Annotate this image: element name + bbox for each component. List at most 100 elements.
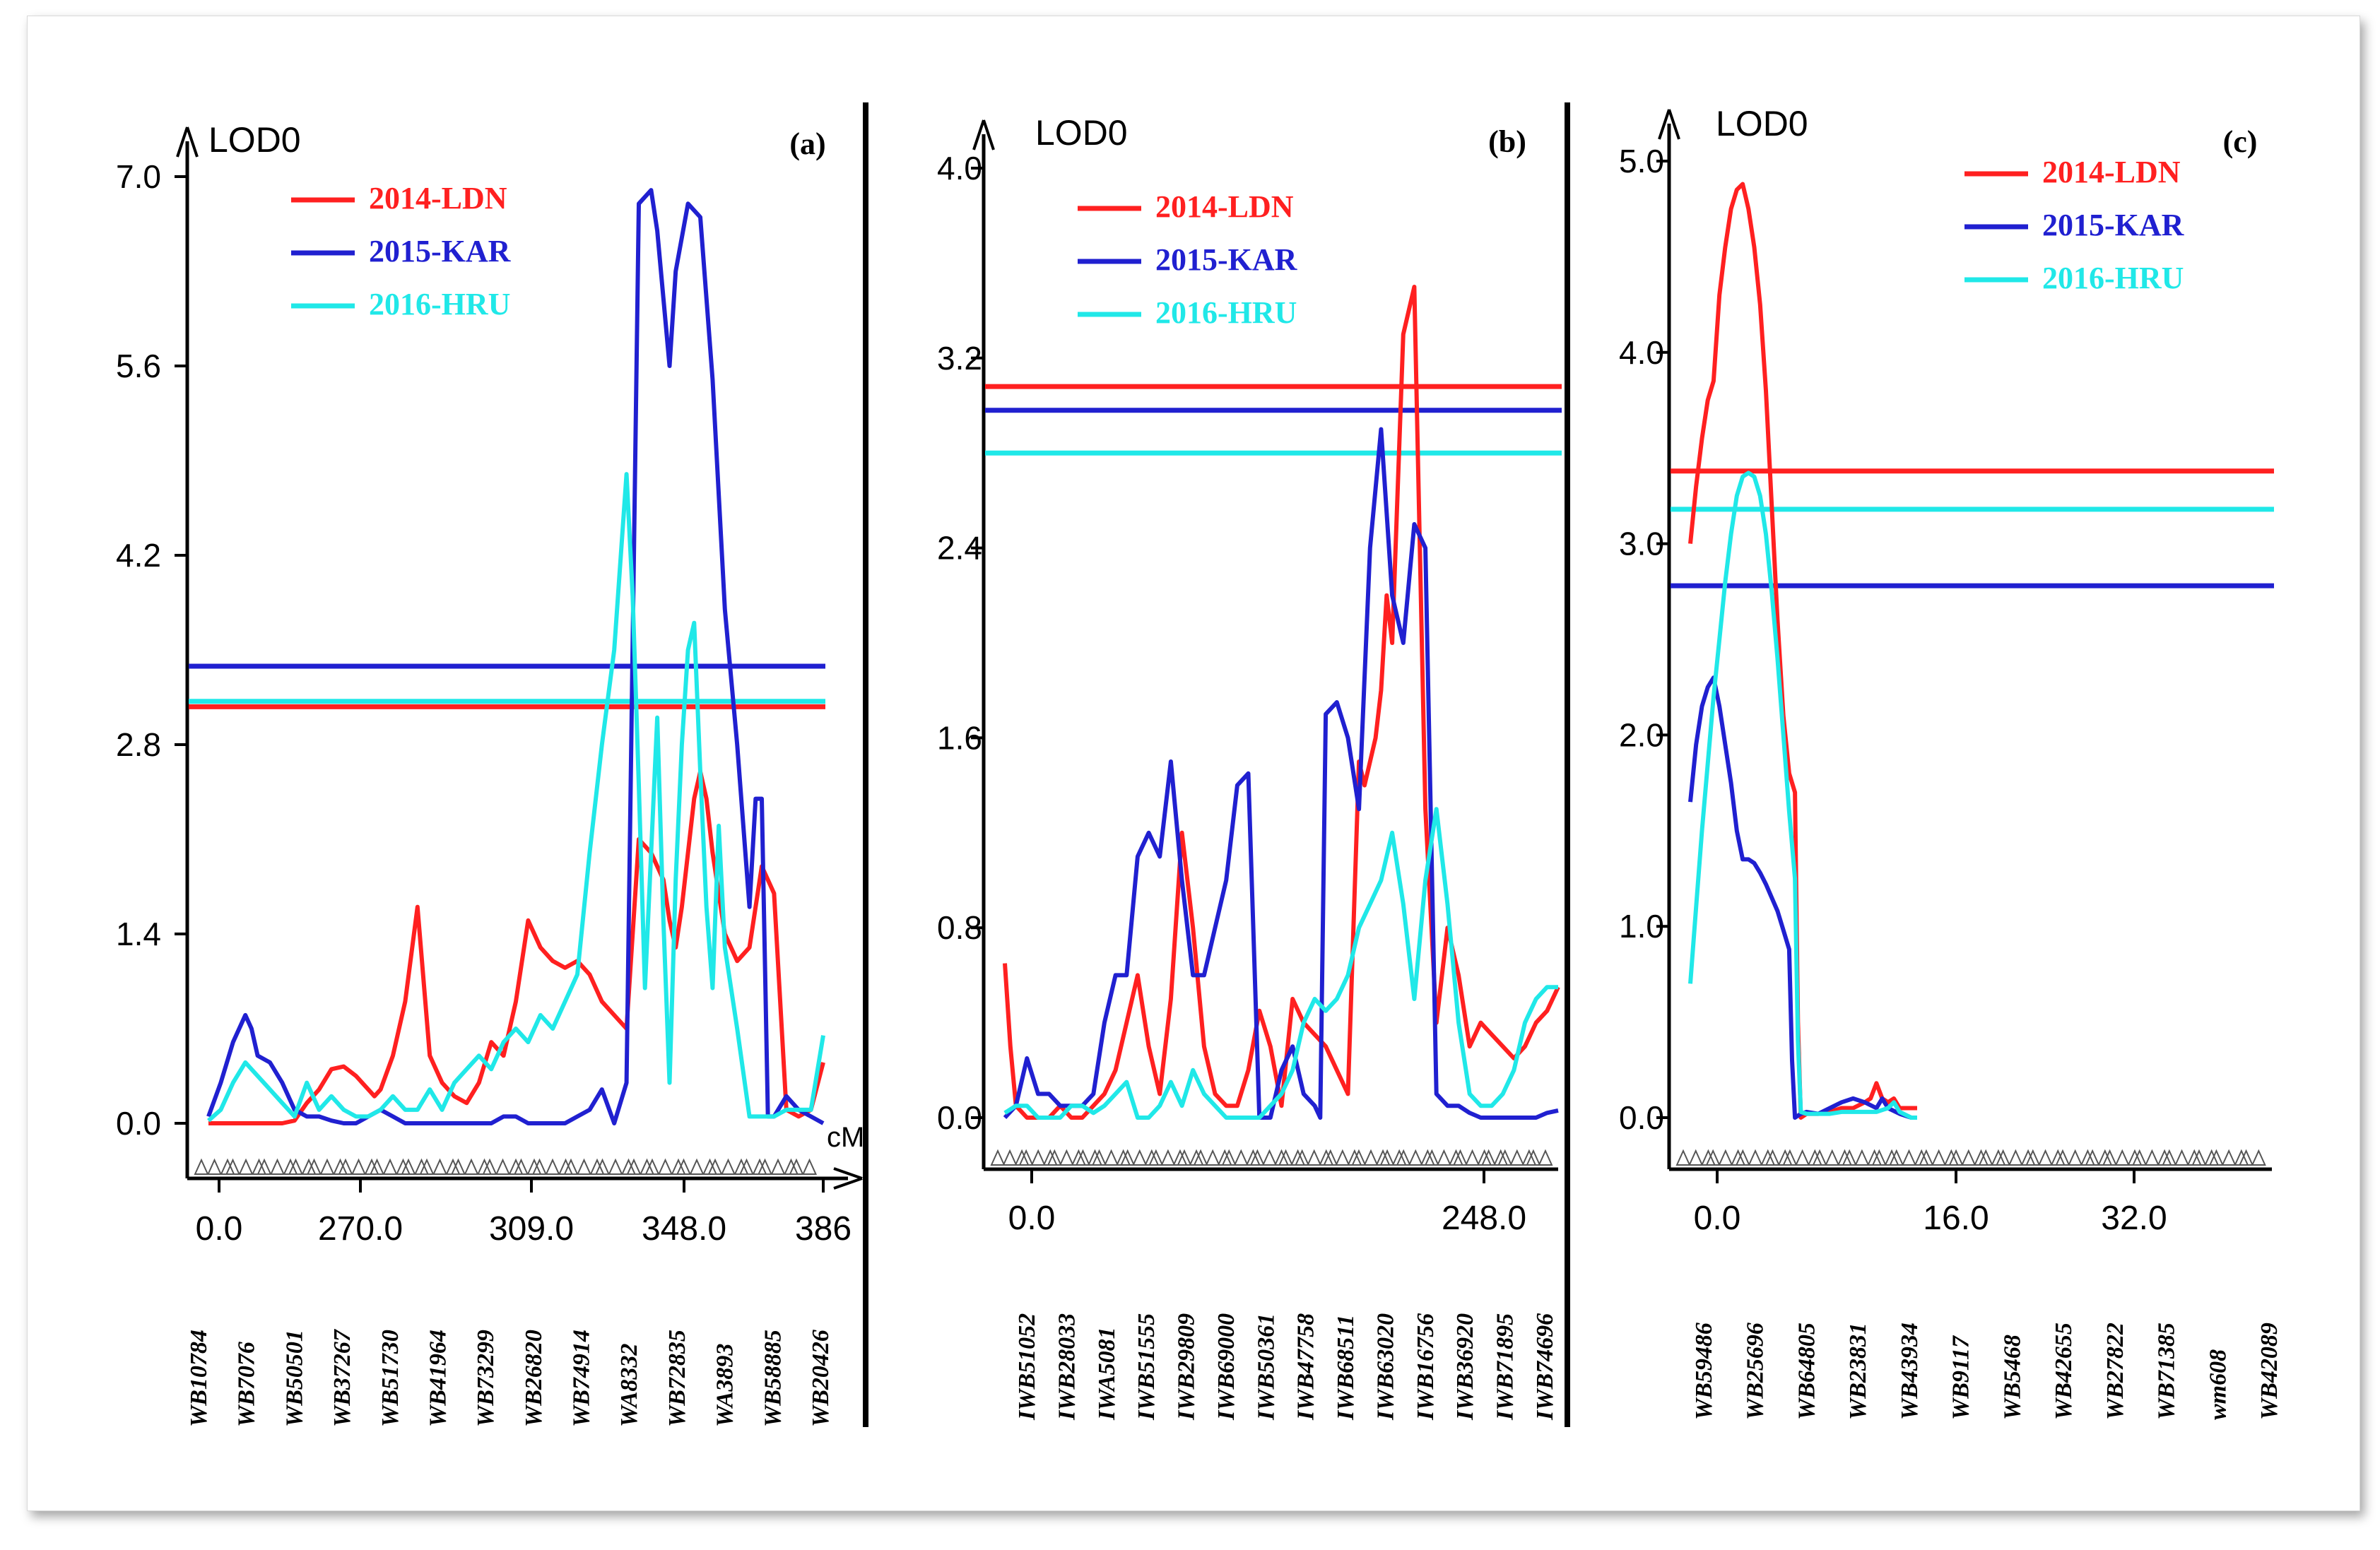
marker-tick-icon [1205, 1149, 1220, 1166]
marker-tick-icon [1705, 1149, 1721, 1166]
marker-tick-icon [482, 1158, 497, 1175]
marker-label: IWB47758 [1293, 1313, 1319, 1421]
marker-tick-icon [1087, 1149, 1103, 1166]
legend-entry: 2016-HRU [2042, 261, 2184, 295]
marker-label: WB74914 [569, 1330, 595, 1427]
series-line-2015-KAR [1688, 675, 1917, 1120]
y-tick-label: 4.0 [937, 150, 982, 187]
legend-entry: 2014-LDN [2042, 155, 2181, 189]
marker-label: WB5468 [1999, 1335, 2025, 1420]
marker-label: IWB28033 [1054, 1313, 1080, 1421]
marker-tick-icon [644, 1158, 660, 1175]
marker-tick-icon [382, 1158, 398, 1175]
marker-label: WB71385 [2154, 1323, 2180, 1420]
marker-tick-icon [257, 1158, 272, 1175]
x-tick-label: 348.0 [642, 1210, 726, 1248]
marker-tick-icon [531, 1158, 548, 1175]
marker-tick-icon [1526, 1149, 1541, 1166]
marker-tick-icon [626, 1158, 642, 1175]
marker-tick-icon [1148, 1149, 1164, 1166]
marker-tick-icon [707, 1158, 723, 1175]
marker-tick-icon [1177, 1149, 1192, 1166]
marker-tick-icon [1871, 1149, 1887, 1166]
y-tick-label: 0.0 [1619, 1099, 1664, 1136]
x-tick-label: 32.0 [2101, 1200, 2167, 1237]
series-line-2016-HRU [1003, 807, 1558, 1120]
marker-label: IWB36920 [1452, 1313, 1478, 1421]
y-tick-label: 3.2 [937, 340, 982, 377]
marker-tick-icon [1765, 1149, 1780, 1166]
y-axis-arrow-icon [972, 119, 995, 150]
marker-tick-icon [1718, 1149, 1733, 1166]
marker-tick-icon [1042, 1149, 1058, 1166]
x-tick-label: 386 [795, 1210, 852, 1248]
marker-tick-icon [450, 1158, 466, 1175]
marker-tick-icon [225, 1158, 241, 1175]
x-tick-label: 270.0 [318, 1210, 403, 1248]
marker-tick-icon [1948, 1149, 1964, 1166]
marker-label: IWB68511 [1333, 1315, 1359, 1421]
marker-tick-icon [1424, 1149, 1439, 1166]
marker-tick-icon [1132, 1149, 1148, 1166]
marker-tick-icon [1436, 1149, 1451, 1166]
legend-entry: 2016-HRU [1155, 295, 1297, 330]
marker-tick-icon [1193, 1149, 1208, 1166]
marker-label: WB20426 [808, 1330, 834, 1427]
marker-label: WB64805 [1794, 1323, 1820, 1420]
marker-label: WB72835 [664, 1330, 690, 1427]
marker-tick-icon [2055, 1149, 2070, 1166]
marker-tick-icon [419, 1158, 435, 1175]
marker-tick-icon [1014, 1149, 1030, 1166]
marker-tick-icon [1217, 1149, 1232, 1166]
legend-entry: 2015-KAR [1155, 242, 1298, 277]
marker-tick-icon [2144, 1149, 2160, 1166]
marker-tick-icon [464, 1158, 479, 1175]
marker-tick-icon [1465, 1149, 1480, 1166]
marker-label: WB43934 [1897, 1323, 1923, 1420]
marker-label: WB42655 [2051, 1323, 2077, 1420]
marker-tick-icon [2102, 1149, 2118, 1166]
marker-tick-icon [1221, 1149, 1237, 1166]
marker-tick-icon [1375, 1149, 1391, 1166]
marker-label: WB26820 [521, 1330, 547, 1427]
marker-tick-icon [338, 1158, 353, 1175]
panel-label: (b) [1488, 124, 1526, 159]
marker-label: WB37267 [329, 1328, 355, 1427]
marker-tick-icon [1092, 1149, 1107, 1166]
marker-tick-icon [1477, 1149, 1492, 1166]
marker-tick-icon [657, 1158, 673, 1175]
marker-tick-icon [2114, 1149, 2130, 1166]
series-line-2014-LDN [1688, 182, 1917, 1120]
marker-tick-icon [990, 1149, 1006, 1166]
marker-tick-icon [1379, 1149, 1395, 1166]
marker-tick-icon [576, 1158, 592, 1175]
marker-tick-icon [738, 1158, 755, 1175]
series-group [1003, 285, 1560, 1120]
marker-label: IWB71895 [1492, 1313, 1519, 1421]
marker-tick-icon [1273, 1149, 1290, 1166]
marker-tick-icon [1782, 1149, 1798, 1166]
series-line-2015-KAR [1003, 427, 1559, 1120]
marker-tick-icon [1261, 1149, 1277, 1166]
marker-tick-icon [2025, 1149, 2041, 1166]
marker-label: IWB29809 [1174, 1313, 1200, 1421]
x-tick-label: 16.0 [1923, 1200, 1989, 1237]
marker-tick-icon [1323, 1149, 1338, 1166]
marker-tick-icon [1071, 1149, 1086, 1166]
y-tick-label: 4.0 [1619, 334, 1664, 371]
marker-tick-icon [1931, 1149, 1947, 1166]
marker-tick-icon [1996, 1149, 2011, 1166]
marker-tick-icon [1335, 1149, 1350, 1166]
marker-tick-icon [1116, 1149, 1131, 1166]
marker-label: WB42089 [2256, 1323, 2282, 1420]
y-tick-label: 2.4 [937, 530, 982, 567]
series-line-2014-LDN [1003, 285, 1560, 1120]
panel-b: 0.0 0.8 1.6 2.4 3.2 4.0 0.0 248.0 LOD0 (b) 2014-LD… [937, 113, 1562, 1421]
x-axis-arrow-icon [833, 1167, 863, 1190]
series-group [1688, 182, 1917, 1120]
panel-label: (a) [789, 126, 825, 161]
x-tick-label: 0.0 [1694, 1200, 1741, 1237]
marker-tick-icon [1961, 1149, 1977, 1166]
marker-tick-icon [1295, 1149, 1310, 1166]
